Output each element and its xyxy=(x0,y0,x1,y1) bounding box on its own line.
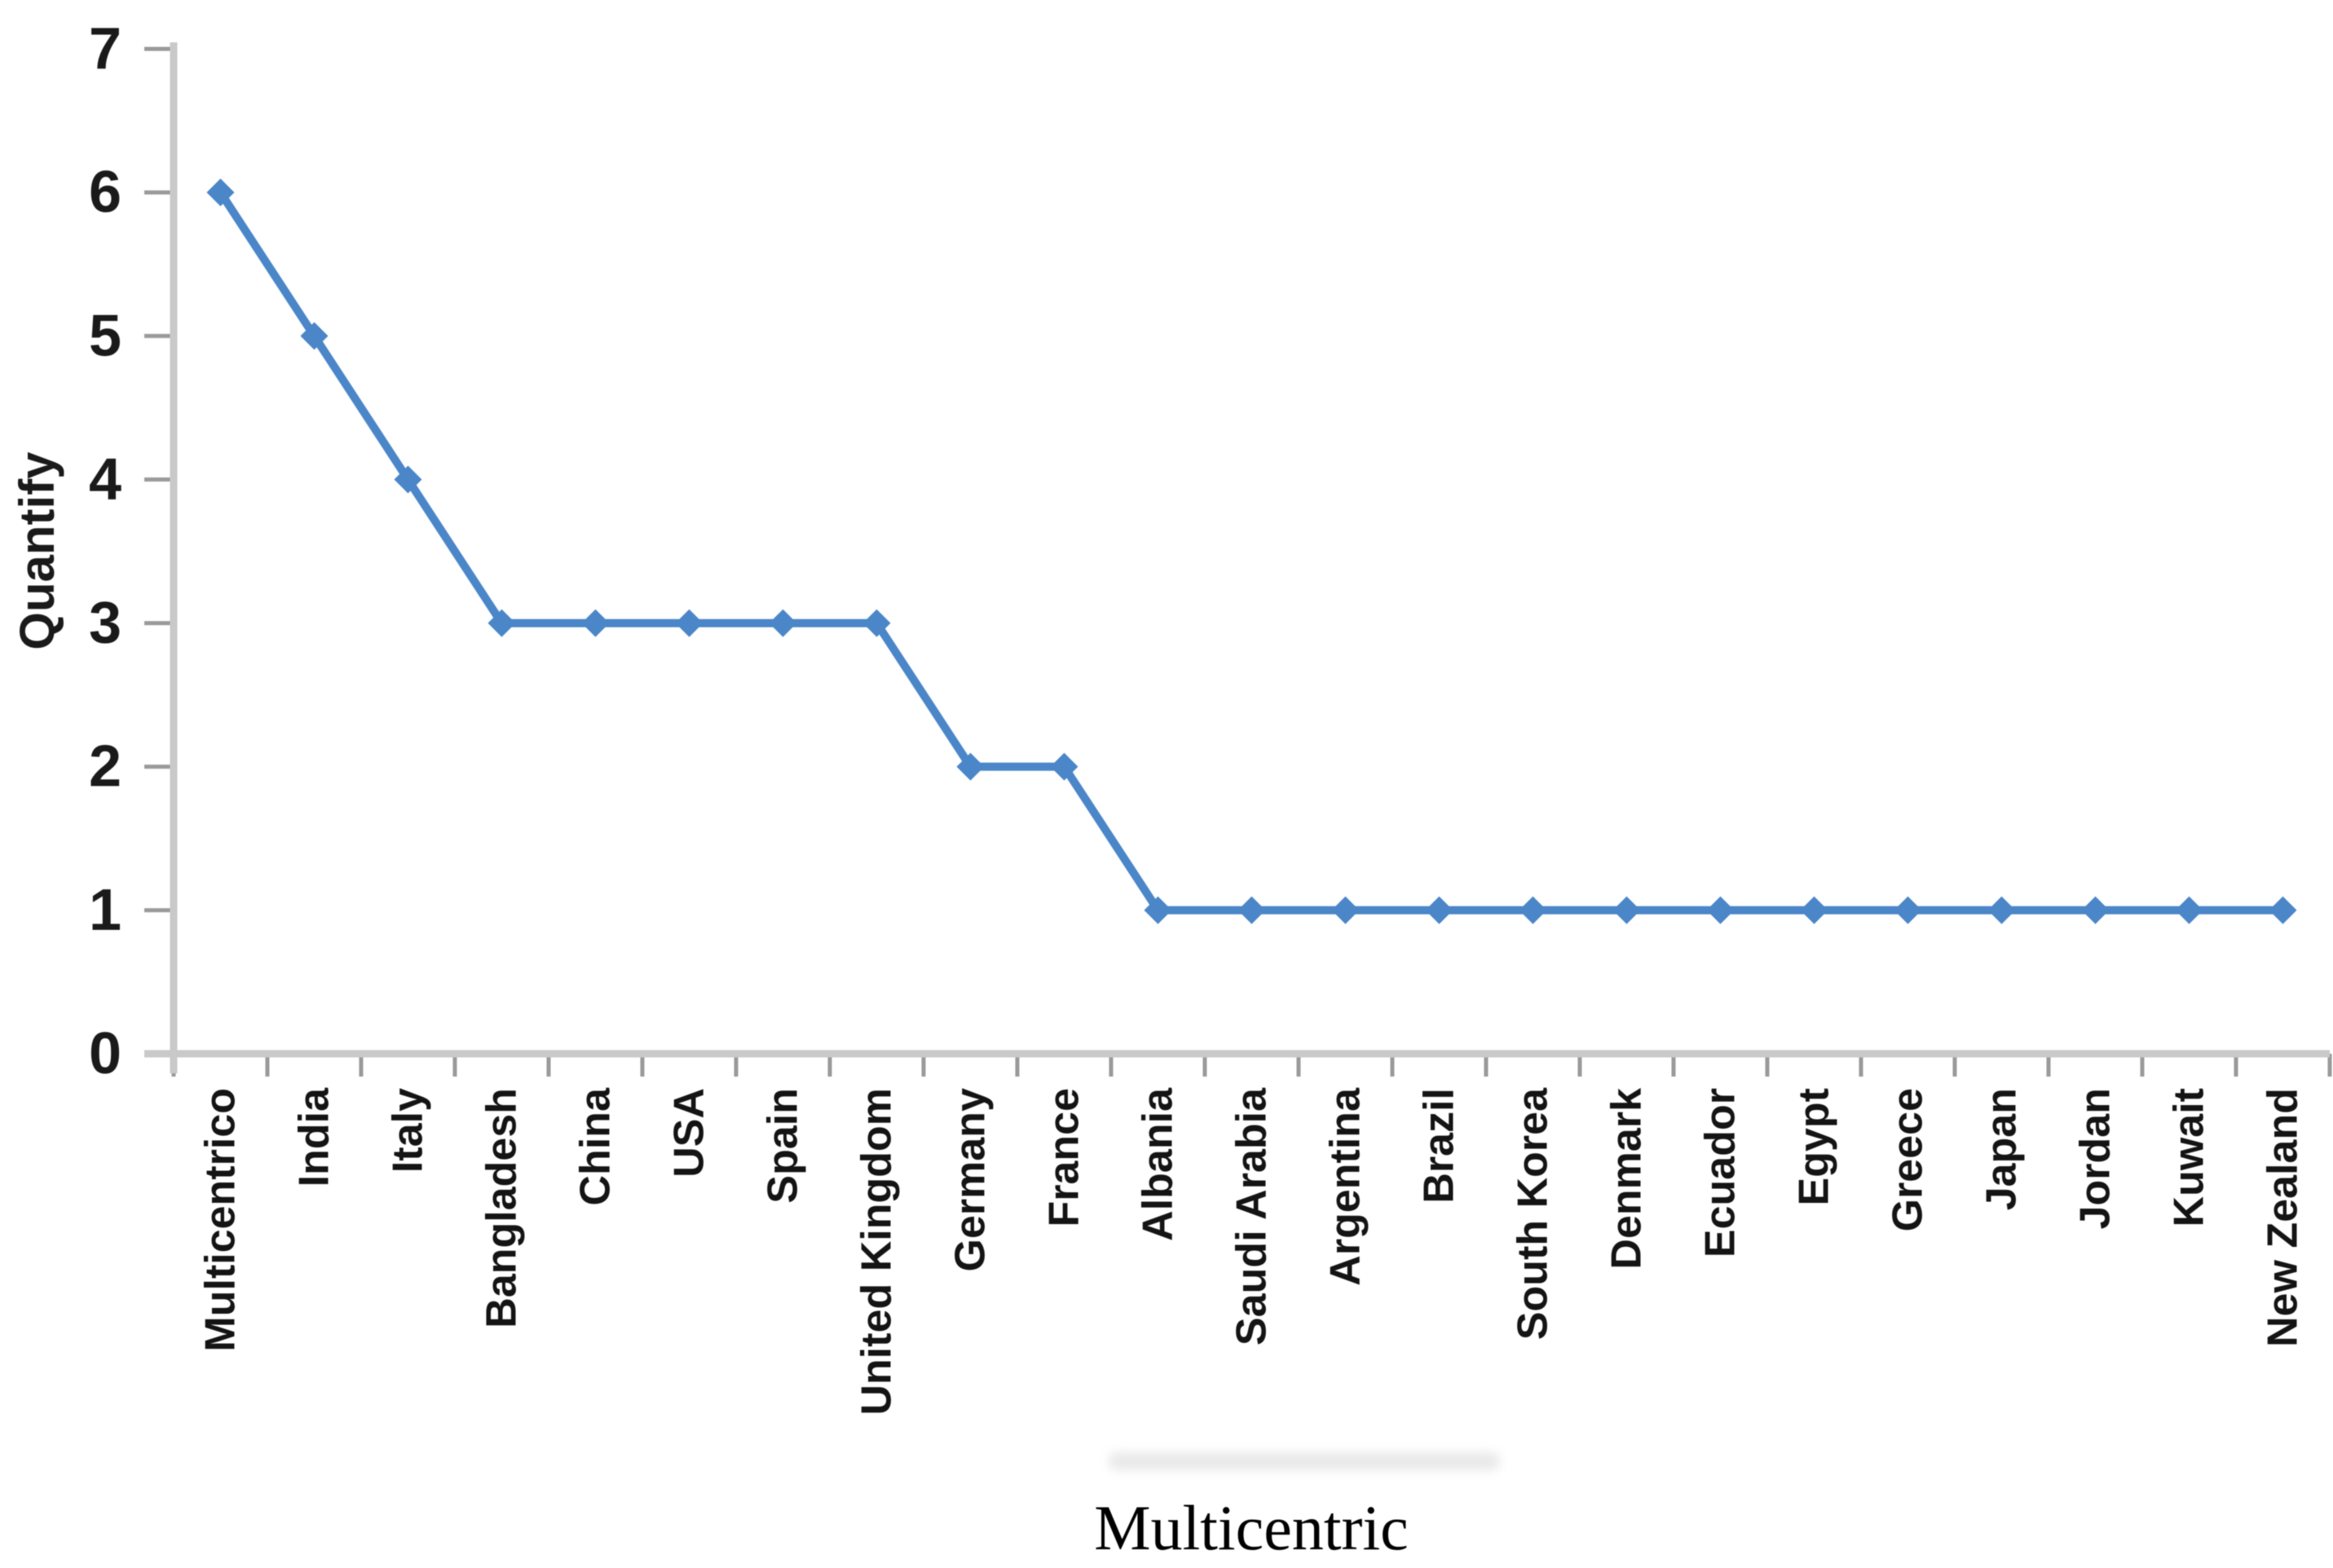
artifact-smudge xyxy=(1109,1452,1500,1470)
x-axis-category-label: USA xyxy=(666,1088,713,1178)
data-point-marker xyxy=(1050,752,1078,781)
x-axis-category-label: Italy xyxy=(385,1088,432,1173)
x-axis-category-label: China xyxy=(572,1087,620,1206)
y-axis-tick-label: 0 xyxy=(89,1021,121,1086)
data-point-marker xyxy=(2269,896,2297,924)
y-axis-tick-label: 7 xyxy=(89,16,121,81)
x-axis-title: Multicentric xyxy=(1094,1492,1409,1563)
data-point-marker xyxy=(675,609,703,637)
y-axis-tick-label: 6 xyxy=(89,160,121,225)
x-axis-category-label: Ecuador xyxy=(1697,1088,1744,1257)
data-line xyxy=(216,188,2287,914)
data-point-marker xyxy=(581,609,610,637)
data-point-marker xyxy=(1612,896,1641,924)
y-axis-title: Quantify xyxy=(10,451,64,650)
x-axis-category-label: Spain xyxy=(760,1088,807,1204)
x-axis-category-label: New Zealand xyxy=(2260,1088,2307,1347)
data-point-marker xyxy=(2081,896,2110,924)
x-axis-category-label: United Kingdom xyxy=(853,1088,901,1416)
data-point-marker xyxy=(1800,896,1828,924)
x-axis-category-label: Jordan xyxy=(2072,1088,2119,1229)
data-point-marker xyxy=(1144,896,1172,924)
data-point-marker xyxy=(1331,896,1360,924)
x-axis-category-label: Multicentrico xyxy=(197,1088,245,1352)
x-axis-category-label: Bangladesh xyxy=(479,1088,526,1328)
data-point-marker xyxy=(300,322,329,350)
data-point-marker xyxy=(769,609,797,637)
y-axis-tick-label: 2 xyxy=(89,734,121,799)
x-axis-category-label: Greece xyxy=(1885,1088,1932,1231)
y-axis-tick-label: 5 xyxy=(89,303,121,368)
x-axis-category-label: Argentina xyxy=(1322,1087,1369,1286)
data-point-marker xyxy=(1706,896,1735,924)
x-axis-category-label: Saudi Arabia xyxy=(1228,1087,1276,1346)
data-point-marker xyxy=(1237,896,1266,924)
data-point-marker xyxy=(206,178,235,207)
data-point-marker xyxy=(956,752,985,781)
data-point-marker xyxy=(1987,896,2016,924)
x-axis-category-label: India xyxy=(291,1087,338,1187)
data-point-marker xyxy=(862,609,891,637)
x-axis-category-label: Egypt xyxy=(1791,1088,1838,1205)
data-point-marker xyxy=(487,609,516,637)
x-axis-category-label: Kuwait xyxy=(2166,1088,2213,1227)
y-axis-tick-label: 3 xyxy=(89,591,121,656)
y-axis-tick-label: 1 xyxy=(89,878,121,943)
x-axis-category-label: South Korea xyxy=(1510,1087,1557,1340)
x-axis-category-label: Germany xyxy=(947,1088,995,1272)
y-axis-tick-label: 4 xyxy=(89,447,121,512)
data-point-marker xyxy=(1894,896,1922,924)
data-point-marker xyxy=(394,465,422,494)
data-point-marker xyxy=(1425,896,1453,924)
x-axis-category-label: Albania xyxy=(1135,1087,1182,1241)
data-point-marker xyxy=(1519,896,1547,924)
x-axis-category-label: Brazil xyxy=(1416,1088,1463,1204)
data-point-marker xyxy=(2175,896,2203,924)
x-axis-category-label: Japan xyxy=(1978,1088,2026,1210)
x-axis-category-label: France xyxy=(1041,1088,1088,1227)
x-axis-category-label: Denmark xyxy=(1603,1088,1651,1270)
